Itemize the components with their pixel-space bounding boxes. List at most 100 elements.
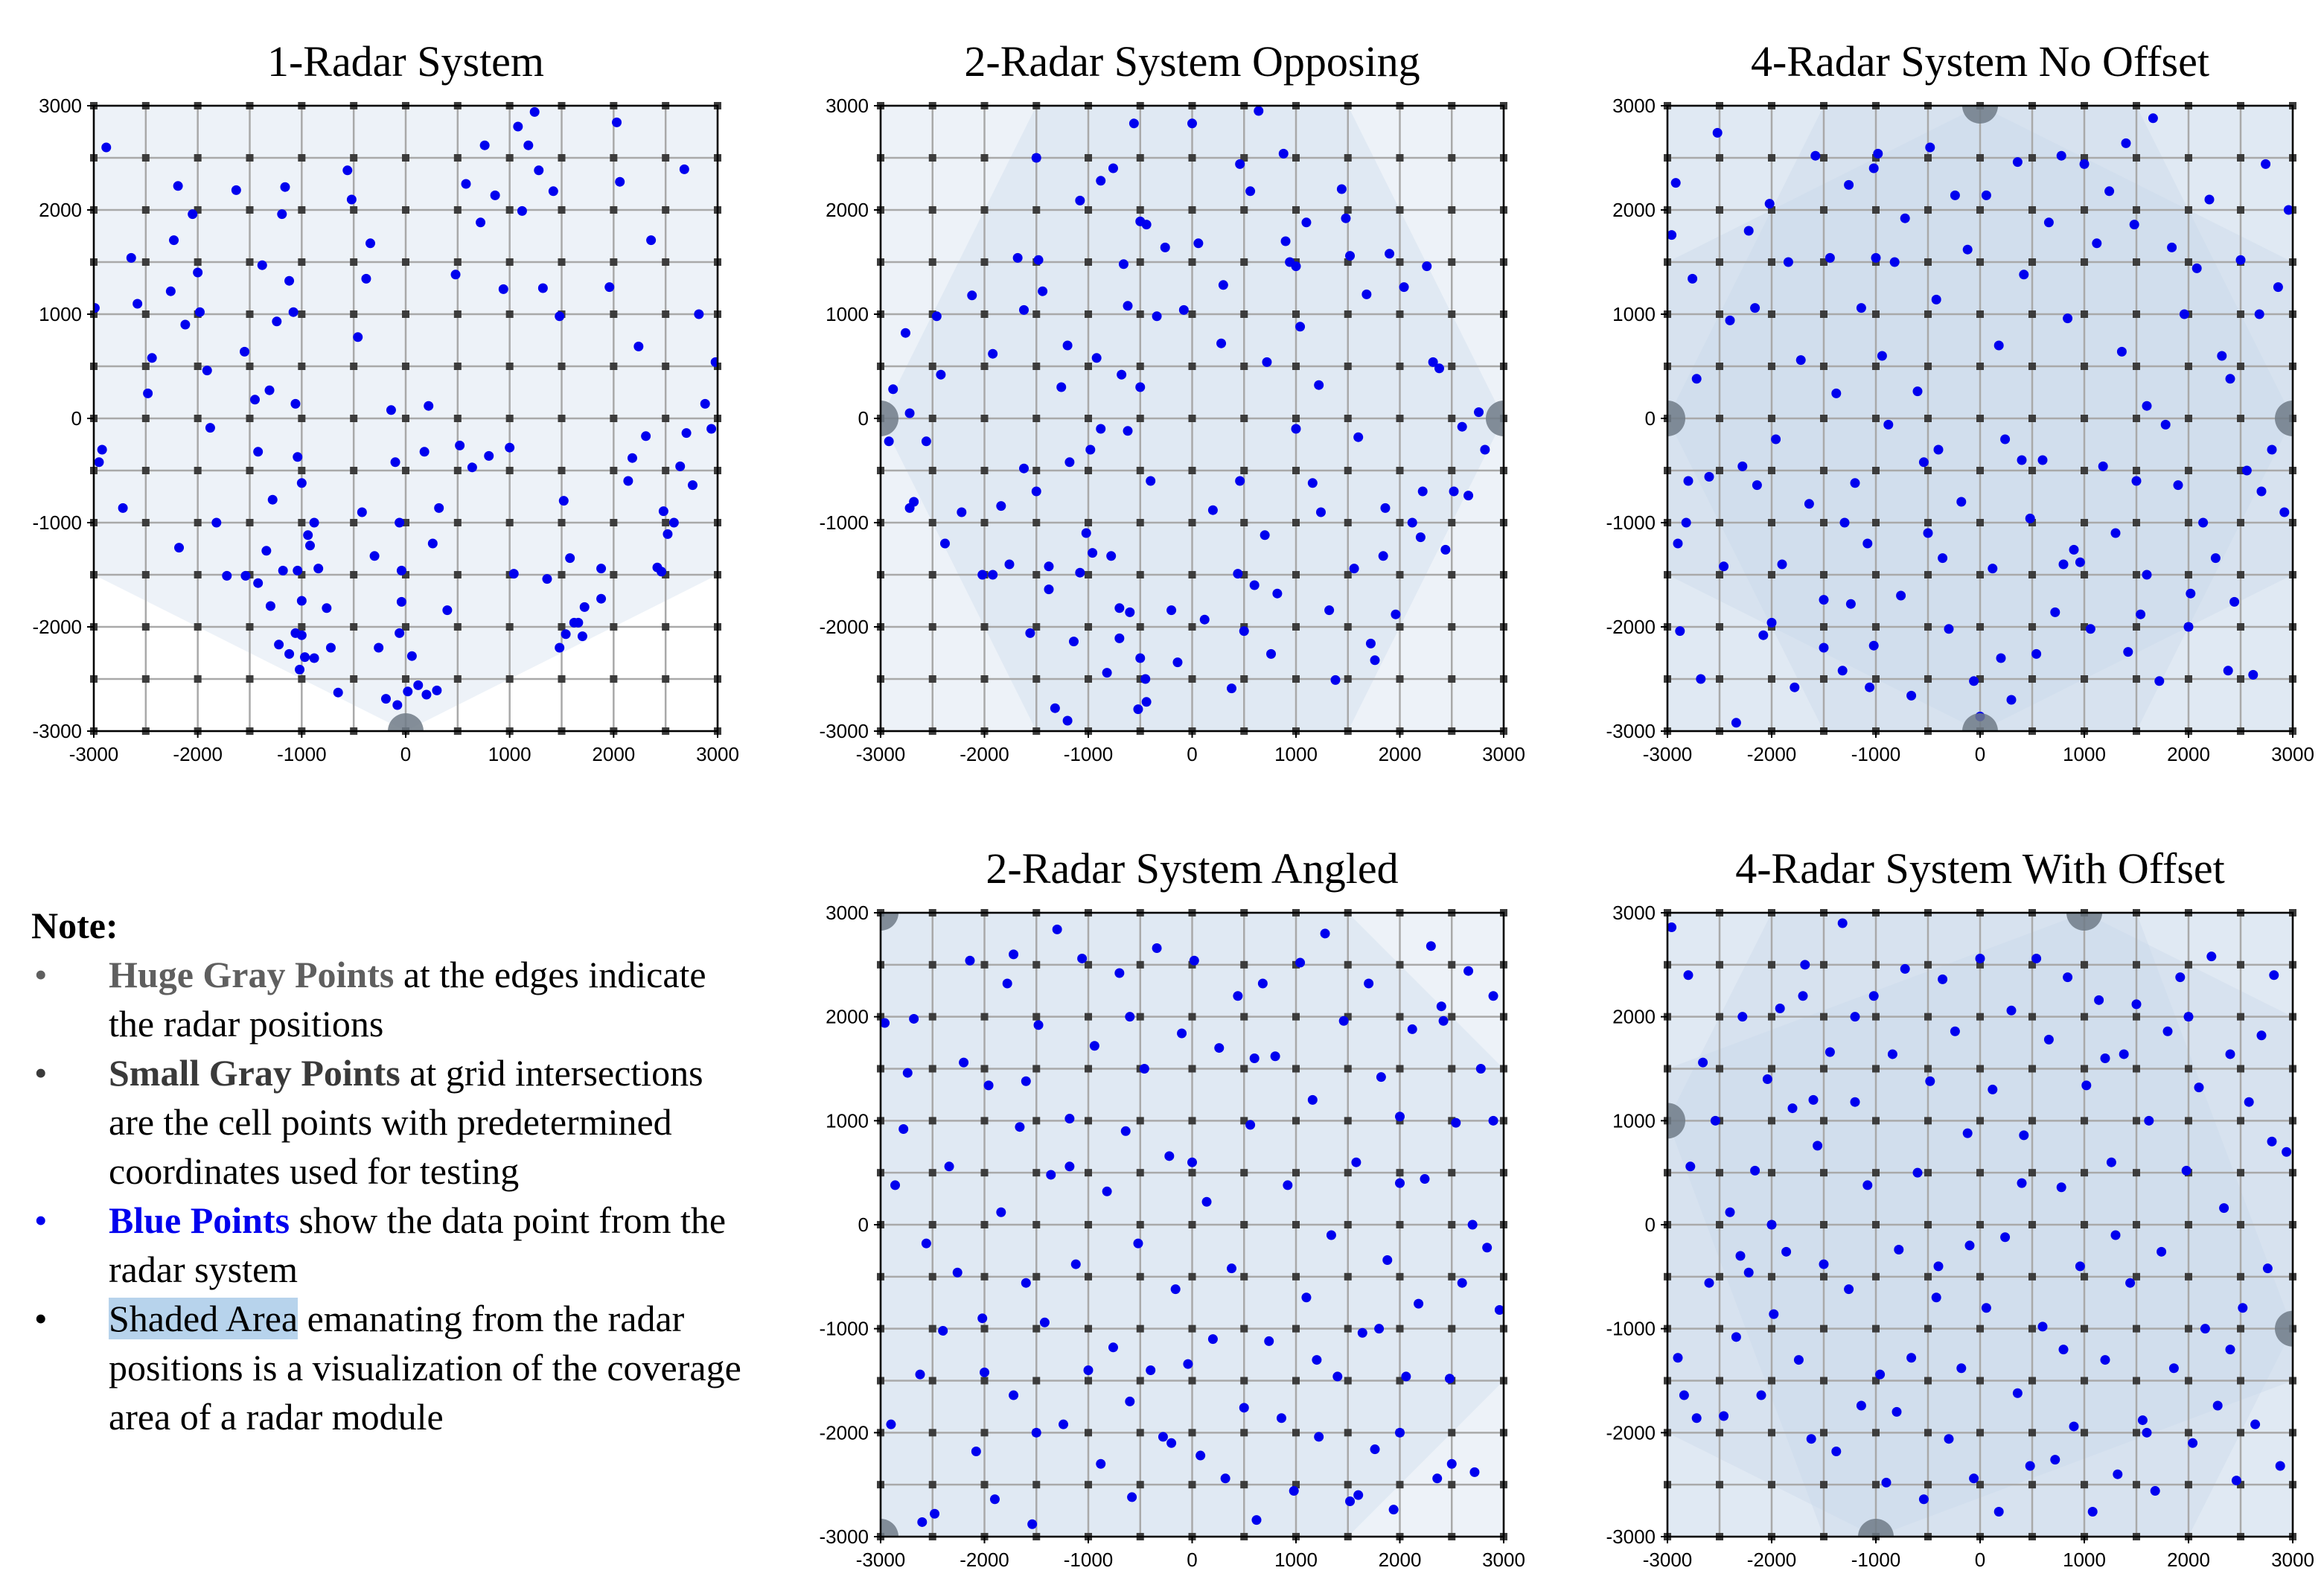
cell-point [246, 258, 254, 266]
data-point [1395, 1427, 1405, 1438]
x-tick-label: 1000 [2063, 1549, 2106, 1571]
data-point [1737, 461, 1748, 471]
data-point [1227, 683, 1237, 694]
data-point [2204, 194, 2215, 205]
cell-point [928, 1324, 936, 1333]
cell-point [2133, 1377, 2140, 1385]
cell-point [1344, 1117, 1352, 1125]
cell-point [1872, 1065, 1880, 1073]
data-point [1912, 386, 1923, 397]
radar-marker [881, 1519, 898, 1537]
data-point [357, 507, 367, 517]
cell-point [1188, 310, 1196, 318]
cell-point [1448, 1272, 1456, 1281]
cell-point [1448, 258, 1456, 266]
radar-marker [881, 401, 898, 436]
cell-point [2185, 1481, 2192, 1489]
data-point [1837, 666, 1848, 676]
data-point [1382, 1254, 1393, 1265]
cell-point [2081, 675, 2088, 683]
cell-point [2237, 1377, 2244, 1385]
cell-point [2237, 1013, 2244, 1021]
data-point [1166, 1438, 1177, 1448]
data-point [2087, 1506, 2098, 1517]
cell-point [1188, 1169, 1196, 1177]
data-point [1856, 1400, 1866, 1411]
data-point [2262, 1263, 2273, 1274]
data-point [205, 423, 215, 433]
data-point [1345, 1496, 1356, 1507]
cell-point [1344, 1065, 1352, 1073]
data-point [1108, 163, 1118, 173]
cell-point [298, 363, 306, 370]
data-point [2129, 220, 2139, 230]
data-point [1743, 226, 1754, 236]
cell-point [662, 519, 670, 526]
cell-point [1344, 1324, 1352, 1333]
cell-point [2081, 467, 2088, 474]
data-point [180, 319, 191, 330]
cell-point [2081, 154, 2088, 162]
cell-point [2028, 1481, 2036, 1489]
data-point [94, 457, 104, 468]
cell-point [1136, 519, 1144, 526]
x-tick-label: 1000 [2063, 743, 2106, 765]
cell-point [1924, 1065, 1932, 1073]
data-point [1975, 953, 1985, 963]
cell-point [1344, 675, 1352, 683]
cell-point [1768, 206, 1775, 214]
data-point [1896, 590, 1906, 601]
cell-point [2081, 415, 2088, 422]
data-point [2058, 559, 2069, 570]
cell-point [980, 415, 989, 422]
data-point [1474, 407, 1484, 418]
data-point [2235, 255, 2246, 265]
data-point [1235, 159, 1245, 169]
cell-point [1768, 415, 1775, 422]
cell-point [2133, 258, 2140, 266]
cell-point [2081, 1065, 2088, 1073]
cell-point [246, 675, 254, 683]
cell-point [1872, 206, 1880, 214]
cell-point [1924, 1013, 1932, 1021]
data-point [1239, 1403, 1249, 1413]
data-point [277, 209, 287, 220]
data-point [1440, 544, 1451, 555]
data-point [2043, 217, 2054, 228]
data-point [1164, 1151, 1175, 1161]
data-point [2256, 486, 2267, 497]
x-tick-label: 0 [400, 743, 411, 765]
cell-point [1976, 154, 1984, 162]
data-point [424, 401, 434, 411]
cell-point [1820, 1117, 1827, 1125]
data-point [1432, 1473, 1443, 1484]
data-point [2229, 596, 2240, 607]
data-point [2123, 647, 2133, 657]
cell-point [1188, 415, 1196, 422]
y-tick-label: 2000 [826, 199, 869, 221]
data-point [1831, 1446, 1842, 1456]
data-point [1152, 943, 1162, 953]
cell-point [1924, 258, 1932, 266]
data-point [1438, 1016, 1449, 1026]
cell-point [402, 623, 409, 631]
data-point [1301, 217, 1312, 228]
data-point [395, 517, 405, 528]
cell-point [980, 1377, 989, 1385]
data-point [1158, 1432, 1168, 1442]
cell-point [1085, 206, 1092, 214]
cell-point [1032, 363, 1041, 370]
cell-point [1924, 1377, 1932, 1385]
y-tick-label: 1000 [39, 303, 82, 325]
y-tick-label: 3000 [39, 95, 82, 117]
cell-point [1085, 1481, 1092, 1489]
data-point [1426, 941, 1436, 951]
cell-point [2028, 623, 2036, 631]
data-point [565, 553, 575, 564]
cell-point [980, 154, 989, 162]
data-point [1044, 561, 1054, 572]
cell-point [1976, 1272, 1984, 1281]
data-point [1039, 1317, 1050, 1327]
y-tick-label: -3000 [1606, 720, 1656, 742]
data-point [2136, 609, 2146, 619]
